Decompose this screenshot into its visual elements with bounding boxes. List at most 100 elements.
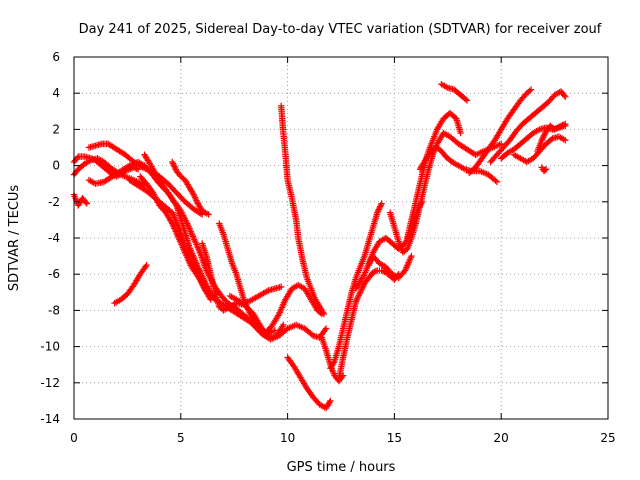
series-arc-9 <box>169 158 212 218</box>
chart-title: Day 241 of 2025, Sidereal Day-to-day VTE… <box>79 22 602 37</box>
data-point <box>171 164 179 172</box>
data-point <box>354 295 361 302</box>
y-tick-label: -6 <box>48 267 60 281</box>
data-point <box>82 199 89 206</box>
y-tick-label: 2 <box>52 122 60 136</box>
series-arc-29 <box>510 133 569 166</box>
x-tick-label: 5 <box>177 431 185 445</box>
data-point <box>457 129 464 137</box>
y-tick-label: -8 <box>48 303 60 317</box>
data-point <box>492 177 499 184</box>
data-point <box>321 326 329 334</box>
data-point <box>89 155 96 163</box>
data-point <box>355 292 362 299</box>
data-point <box>374 209 381 216</box>
y-tick-label: -4 <box>48 231 60 245</box>
data-point <box>562 93 569 101</box>
data-point <box>366 260 373 267</box>
data-point <box>170 161 177 169</box>
data-point <box>83 200 91 207</box>
series-arc-13 <box>226 283 285 307</box>
series-arc-31 <box>538 164 550 175</box>
data-point <box>171 163 178 170</box>
data-point <box>326 399 333 406</box>
data-point <box>169 158 176 166</box>
data-point <box>365 261 372 269</box>
y-tick-label: -12 <box>40 376 60 390</box>
data-point <box>432 144 439 152</box>
data-point <box>541 131 548 138</box>
series-arc-10 <box>111 261 150 307</box>
data-marks <box>70 80 569 412</box>
data-point <box>193 197 200 204</box>
grid-lines <box>74 57 608 419</box>
data-point <box>142 263 149 270</box>
x-tick-label: 25 <box>600 431 615 445</box>
data-point <box>356 290 363 298</box>
data-point <box>557 122 565 129</box>
series-arc-30 <box>534 120 569 155</box>
data-point <box>143 261 150 269</box>
data-point <box>87 155 95 162</box>
data-point <box>372 267 380 275</box>
x-axis-label: GPS time / hours <box>287 460 396 475</box>
data-point <box>359 284 366 291</box>
data-point <box>562 137 569 144</box>
data-point <box>366 258 374 266</box>
data-point <box>190 191 197 198</box>
series-arc-26 <box>465 86 535 177</box>
data-point <box>377 201 385 209</box>
data-point <box>376 203 384 210</box>
data-point <box>277 283 285 291</box>
data-point <box>560 121 568 128</box>
series-arc-21 <box>365 252 415 282</box>
data-point <box>369 269 377 276</box>
data-point <box>379 267 387 275</box>
series-arc-19 <box>335 267 402 383</box>
data-point <box>541 166 549 174</box>
data-point <box>542 166 550 173</box>
axis-ticks: 0 5 10 15 20 25 -14 -12 -10 -8 -6 -4 -2 0 2 4 6 <box>40 50 615 445</box>
data-point <box>493 178 501 186</box>
data-point <box>280 321 287 329</box>
data-point <box>360 272 367 279</box>
y-tick-label: -10 <box>40 340 60 354</box>
data-point <box>354 293 362 301</box>
data-point <box>358 286 365 293</box>
series-arc-18 <box>327 200 385 372</box>
data-point <box>359 283 367 290</box>
x-tick-label: 15 <box>387 431 402 445</box>
data-point <box>327 397 334 405</box>
data-point <box>498 140 505 148</box>
data-point <box>562 120 569 128</box>
series-arc-12 <box>216 220 278 338</box>
data-point <box>462 96 469 103</box>
data-point <box>376 204 383 212</box>
y-tick-label: 0 <box>52 159 60 173</box>
data-point <box>378 200 385 207</box>
data-point <box>526 87 533 94</box>
x-tick-label: 20 <box>494 431 509 445</box>
data-point <box>540 132 548 139</box>
data-point <box>319 309 327 316</box>
data-point <box>538 137 545 144</box>
data-point <box>271 327 278 334</box>
series-arc-25 <box>438 80 471 104</box>
y-tick-label: -14 <box>40 412 60 426</box>
data-point <box>561 92 568 99</box>
series-arc-27 <box>487 88 569 166</box>
data-point <box>205 211 212 218</box>
data-point <box>320 310 328 318</box>
data-point <box>357 287 365 294</box>
data-point <box>169 160 177 167</box>
y-tick-label: -2 <box>48 195 60 209</box>
data-point <box>357 289 364 296</box>
data-point <box>374 207 382 215</box>
x-tick-label: 0 <box>70 431 78 445</box>
series-arc-24 <box>416 144 501 186</box>
data-point <box>540 134 547 141</box>
x-tick-label: 10 <box>280 431 295 445</box>
data-point <box>429 146 437 153</box>
y-axis-label: SDTVAR / TECUs <box>7 185 22 292</box>
